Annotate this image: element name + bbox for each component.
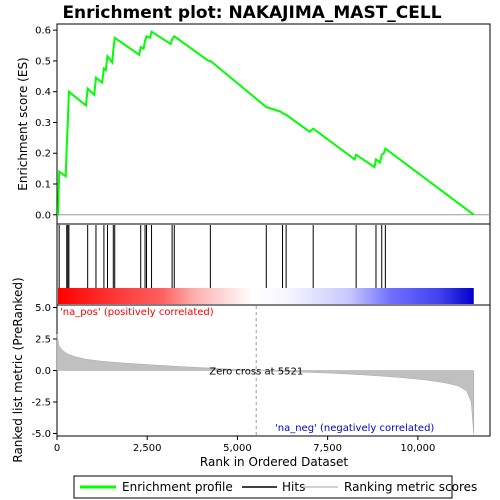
plot-title: Enrichment plot: NAKAJIMA_MAST_CELL (62, 3, 441, 23)
es-y-tick-label: 0.6 (35, 26, 51, 37)
metric-y-tick-label: 5.0 (35, 303, 51, 314)
es-y-axis-label: Enrichment score (ES) (16, 57, 30, 190)
legend-enrichment-label: Enrichment profile (122, 480, 233, 494)
legend-metric-label: Ranking metric scores (344, 480, 477, 494)
es-y-tick-label: 0.0 (35, 210, 51, 221)
es-y-ticks: 0.0 0.1 0.2 0.3 0.4 0.5 0.6 (35, 26, 57, 221)
metric-y-tick-label: 0.0 (35, 366, 51, 377)
hit-markers (58, 225, 386, 288)
x-axis-label: Rank in Ordered Dataset (200, 455, 348, 469)
es-panel-frame (56, 23, 491, 225)
es-y-tick-label: 0.3 (35, 118, 51, 129)
zero-cross-label: Zero cross at 5521 (209, 367, 303, 378)
es-y-tick-label: 0.2 (35, 149, 51, 160)
x-tick-label: 2,500 (133, 443, 162, 454)
positive-correlated-label: 'na_pos' (positively correlated) (60, 307, 214, 318)
x-axis-ticks: 0 2,500 5,000 7,500 10,000 (54, 436, 435, 454)
metric-y-axis-label: Ranked list metric (PreRanked) (11, 277, 25, 462)
x-tick-label: 5,000 (223, 443, 252, 454)
enrichment-profile-line (57, 30, 475, 216)
es-y-tick-label: 0.4 (35, 87, 51, 98)
x-tick-label: 0 (54, 443, 60, 454)
metric-y-tick-label: -5.0 (31, 429, 51, 440)
metric-y-tick-label: -2.5 (31, 397, 51, 408)
metric-y-tick-label: 2.5 (35, 335, 51, 346)
metric-y-ticks: 5.0 2.5 0.0 -2.5 -5.0 (31, 303, 57, 440)
es-y-tick-label: 0.5 (35, 56, 51, 67)
x-tick-label: 10,000 (400, 443, 435, 454)
ranking-metric-area (56, 333, 475, 435)
ranking-color-bar (58, 288, 474, 304)
negative-correlated-label: 'na_neg' (negatively correlated) (275, 423, 434, 434)
legend-hits-label: Hits (282, 480, 305, 494)
x-tick-label: 7,500 (313, 443, 342, 454)
es-y-tick-label: 0.1 (35, 180, 51, 191)
